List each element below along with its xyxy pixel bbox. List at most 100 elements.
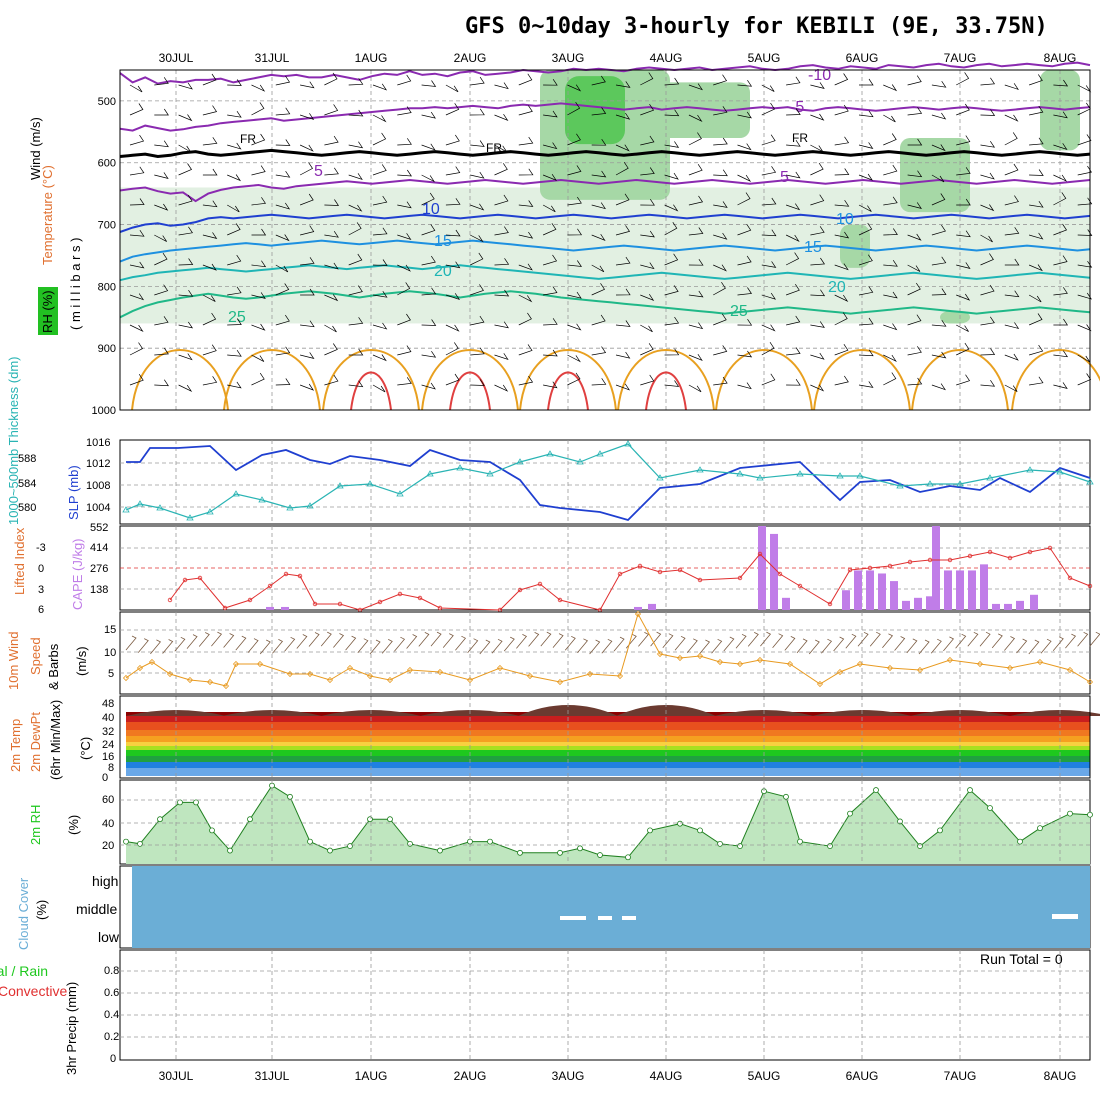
wind-barb [591,283,606,296]
isotherm-line [119,178,1091,203]
wind-barb [931,193,946,206]
isotherm-line [119,61,1091,85]
wind-speed-marker [306,670,314,678]
wind-barb [348,173,363,180]
lifted-index-marker [927,557,933,563]
wind-barb [1028,639,1040,655]
wind-barb [858,286,874,296]
thickness-tick: 584 [18,478,36,490]
wind-barb [445,166,461,176]
wind-barb [299,193,314,206]
cloud-level-middle: middle [76,901,117,917]
wind-barb [906,638,918,654]
thickness-marker [366,480,374,487]
wind-barb [737,255,752,266]
thickness-marker [624,440,632,447]
wind-barb [518,312,532,326]
wind-barb [324,324,337,333]
wind-barb [857,631,869,647]
thickness-marker [456,464,464,471]
isotherm-label: 20 [434,263,452,280]
thickness-marker [258,496,266,503]
thickness-marker [426,470,434,477]
wind-barb [640,199,655,206]
wind-speed-marker [696,652,704,660]
wind-barb [956,230,971,238]
wind-tick: 5 [108,668,114,680]
wind-barb [300,352,315,359]
wind-barb [747,632,759,647]
hot-contour [645,371,687,411]
cape-bar [1004,603,1012,610]
wind-speed-marker [856,660,864,668]
hot-contour [449,371,491,411]
wind-barb [494,114,509,121]
wind-barb [567,372,581,386]
thickness-marker [1026,466,1034,473]
wind-barb [858,222,873,236]
wind-barb [882,633,894,649]
thickness-marker [546,450,554,457]
wind-barb [445,373,460,386]
wind-barb [785,234,800,242]
wind-barb [810,289,826,297]
wind-barb [421,351,437,358]
temp-tick: 24 [102,739,114,751]
wind-barb [858,110,874,118]
thickness-marker [306,502,314,509]
wind-barb [1077,292,1093,300]
lifted-index-marker [827,601,833,607]
lifted-index-marker [637,563,643,569]
wind-barb [713,74,728,86]
date-label: 4AUG [650,51,683,65]
wind-barb [883,372,897,386]
wind-barb [150,639,162,655]
wind-barb [397,201,412,209]
wind-barb [567,133,581,146]
lifted-index-marker [737,575,743,581]
thickness-marker [896,482,904,489]
slp-tick: 1016 [86,437,110,449]
wind-barb [251,372,265,386]
wind-barb [688,164,703,176]
wind-barb [1029,201,1044,208]
wind-barb [980,234,993,243]
wind-barb [227,111,242,118]
thickness-marker [956,480,964,487]
wind-barb [688,132,702,146]
wind-barb [664,141,680,148]
rh-legend-swatch [38,287,58,335]
wind-barb [567,84,582,92]
wind-barb [567,196,582,206]
warm-contour [223,349,321,411]
wind-tick: 10 [104,647,116,659]
wind-barb [858,349,874,357]
lifted-index-marker [1007,555,1013,561]
wind-barb [615,144,630,152]
wind-barb [372,132,387,146]
wind-barb [567,323,582,331]
wind-speed-marker [186,676,194,684]
thickness-marker [836,472,844,479]
wind-barb [528,632,540,647]
wind-barb [956,135,971,146]
wind-barb [918,639,930,655]
isotherm-label: 25 [730,303,748,320]
wind-barb [227,381,242,389]
wind-barb [227,223,241,236]
wind-barb [494,144,507,153]
wind-barb [1029,169,1044,176]
wind-barb [664,204,679,212]
rh-marker [137,840,143,847]
wind-barb [178,144,191,153]
wind-barb [930,638,942,654]
wind-barb [397,345,412,356]
wind-barb [543,318,558,326]
wind-barb [713,169,728,177]
wind-barb [324,343,338,356]
rh-marker [287,793,293,800]
wind-barb [567,260,583,267]
temp-band [126,762,1090,768]
wind-barb [275,314,290,326]
